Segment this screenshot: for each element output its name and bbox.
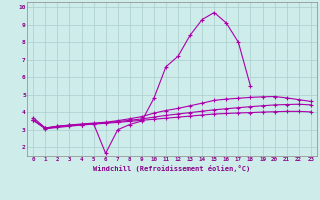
X-axis label: Windchill (Refroidissement éolien,°C): Windchill (Refroidissement éolien,°C) bbox=[93, 165, 251, 172]
